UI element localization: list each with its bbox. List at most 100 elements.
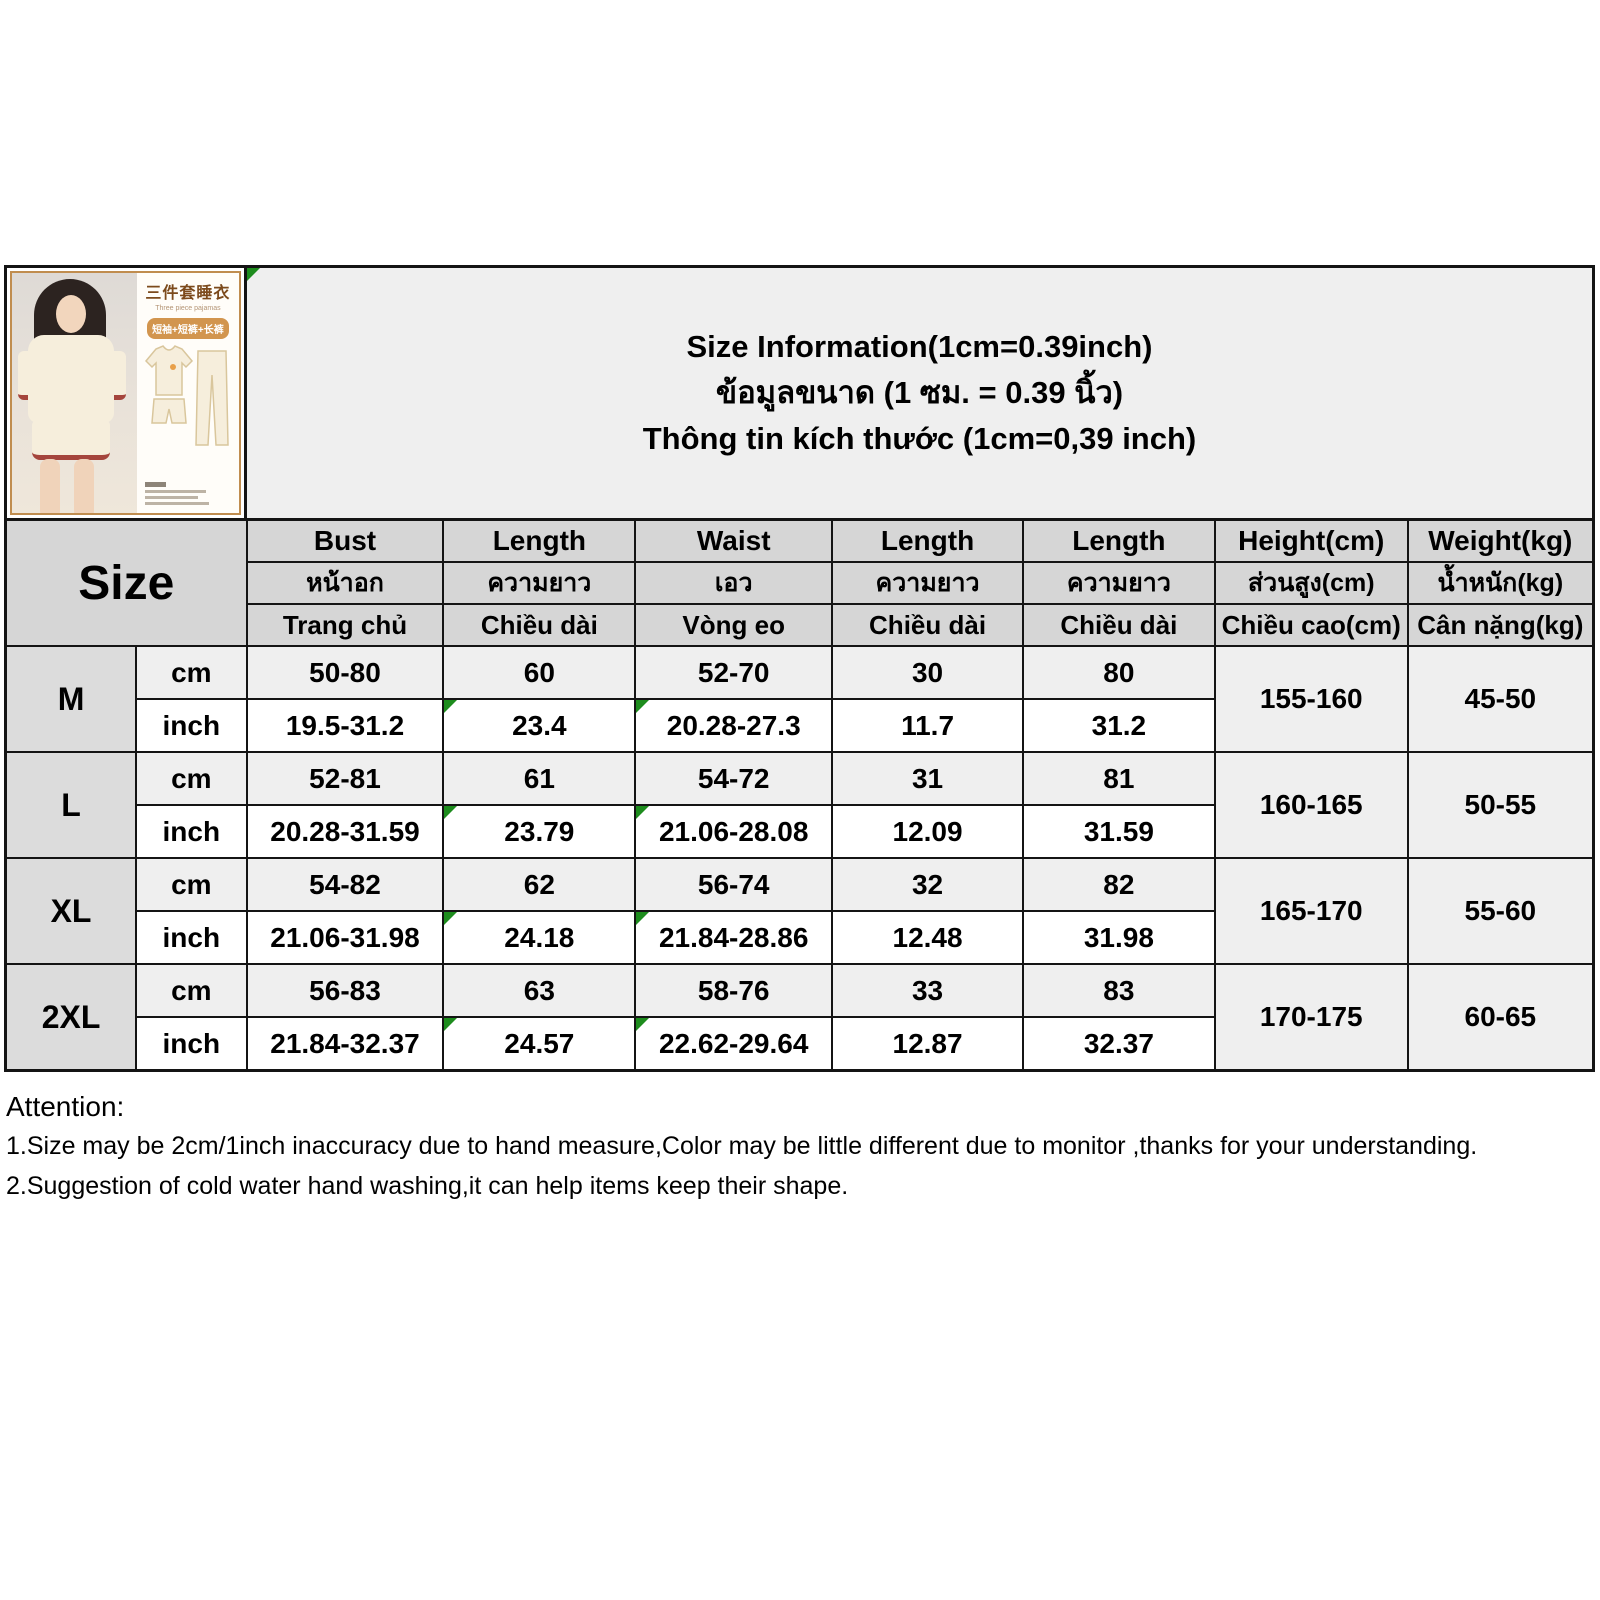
header-band: 三件套睡衣 Three piece pajamas 短袖+短裤+长裤 bbox=[4, 265, 1595, 518]
col-header-length1-th: ความยาว bbox=[442, 561, 637, 605]
attention-line-2: 2.Suggestion of cold water hand washing,… bbox=[6, 1172, 849, 1200]
table-row: inch 21.06-31.98 24.18 21.84-28.86 12.48… bbox=[6, 910, 1594, 965]
title-block: Size Information(1cm=0.39inch) ข้อมูลขนา… bbox=[247, 268, 1592, 518]
cell-value: 61 bbox=[442, 751, 637, 806]
model-leg bbox=[74, 459, 94, 513]
pajama-shorts bbox=[32, 421, 110, 460]
excel-flag-icon bbox=[637, 913, 650, 925]
cell-value: 56-74 bbox=[634, 857, 834, 912]
cell-value: 20.28-27.3 bbox=[634, 698, 834, 753]
cell-value: 31 bbox=[831, 751, 1024, 806]
cell-value: 31.59 bbox=[1021, 804, 1216, 859]
cell-value: 12.09 bbox=[831, 804, 1024, 859]
cell-value: 82 bbox=[1021, 857, 1216, 912]
cell-value: 20.28-31.59 bbox=[245, 804, 445, 859]
weight-value: 55-60 bbox=[1406, 857, 1595, 965]
col-header-length2-vi: Chiều dài bbox=[831, 603, 1024, 647]
unit-inch: inch bbox=[135, 1016, 248, 1072]
col-header-bust-vi: Trang chủ bbox=[245, 603, 445, 647]
cell-value: 23.79 bbox=[442, 804, 637, 859]
col-header-height-en: Height(cm) bbox=[1213, 518, 1409, 563]
cell-value: 30 bbox=[831, 645, 1024, 700]
col-header-bust-th: หน้าอก bbox=[245, 561, 445, 605]
size-chart-sheet: 三件套睡衣 Three piece pajamas 短袖+短裤+长裤 bbox=[4, 265, 1595, 1072]
table-row: inch 20.28-31.59 23.79 21.06-28.08 12.09… bbox=[6, 804, 1594, 859]
height-value: 170-175 bbox=[1213, 963, 1409, 1072]
cell-value: 83 bbox=[1021, 963, 1216, 1018]
excel-flag-icon bbox=[247, 268, 260, 281]
cell-value: 21.84-32.37 bbox=[245, 1016, 445, 1072]
col-header-weight-vi: Cân nặng(kg) bbox=[1406, 603, 1595, 647]
cell-value: 31.2 bbox=[1021, 698, 1216, 753]
weight-value: 60-65 bbox=[1406, 963, 1595, 1072]
height-value: 165-170 bbox=[1213, 857, 1409, 965]
size-header: Size bbox=[4, 518, 248, 647]
excel-flag-icon bbox=[445, 701, 458, 713]
weight-value: 50-55 bbox=[1406, 751, 1595, 859]
cell-value: 32 bbox=[831, 857, 1024, 912]
unit-cm: cm bbox=[135, 963, 248, 1018]
col-header-length2-th: ความยาว bbox=[831, 561, 1024, 605]
cell-value: 23.4 bbox=[442, 698, 637, 753]
pajama-top bbox=[28, 335, 114, 423]
col-header-weight-en: Weight(kg) bbox=[1406, 518, 1595, 563]
model-face bbox=[56, 295, 86, 333]
attention-line-1: 1.Size may be 2cm/1inch inaccuracy due t… bbox=[6, 1132, 1478, 1160]
attention-title: Attention: bbox=[6, 1091, 125, 1122]
cell-value: 52-70 bbox=[634, 645, 834, 700]
product-name-en: Three piece pajamas bbox=[155, 305, 221, 312]
product-name-cn: 三件套睡衣 bbox=[145, 285, 231, 302]
cell-value: 22.62-29.64 bbox=[634, 1016, 834, 1072]
weight-value: 45-50 bbox=[1406, 645, 1595, 753]
unit-inch: inch bbox=[135, 804, 248, 859]
cell-value: 24.18 bbox=[442, 910, 637, 965]
product-badge: 短袖+短裤+长裤 bbox=[147, 318, 229, 339]
unit-cm: cm bbox=[135, 645, 248, 700]
cell-value: 62 bbox=[442, 857, 637, 912]
model-leg bbox=[40, 459, 60, 513]
size-table: Size Bust Length Waist Length Length Hei… bbox=[4, 518, 1595, 1072]
unit-cm: cm bbox=[135, 857, 248, 912]
excel-flag-icon bbox=[637, 1018, 650, 1031]
cell-value: 60 bbox=[442, 645, 637, 700]
col-header-length1-vi: Chiều dài bbox=[442, 603, 637, 647]
cell-value: 52-81 bbox=[245, 751, 445, 806]
cell-value: 54-72 bbox=[634, 751, 834, 806]
pajama-set-icon bbox=[144, 345, 229, 446]
title-en: Size Information(1cm=0.39inch) bbox=[686, 329, 1153, 364]
col-header-length3-th: ความยาว bbox=[1021, 561, 1216, 605]
cell-value: 12.48 bbox=[831, 910, 1024, 965]
cell-value: 81 bbox=[1021, 751, 1216, 806]
cell-value: 21.84-28.86 bbox=[634, 910, 834, 965]
cell-value: 50-80 bbox=[245, 645, 445, 700]
cell-value: 19.5-31.2 bbox=[245, 698, 445, 753]
col-header-length1-en: Length bbox=[442, 518, 637, 563]
excel-flag-icon bbox=[637, 701, 650, 713]
table-row: M cm 50-80 60 52-70 30 80 155-160 45-50 bbox=[4, 645, 1595, 753]
cell-value: 11.7 bbox=[831, 698, 1024, 753]
product-photo: 三件套睡衣 Three piece pajamas 短袖+短裤+长裤 bbox=[10, 271, 241, 515]
table-row: 2XL cm 56-83 63 58-76 33 83 170-175 60-6… bbox=[4, 963, 1595, 1072]
cell-value: 54-82 bbox=[245, 857, 445, 912]
fine-print-lines bbox=[144, 479, 216, 505]
cell-value: 80 bbox=[1021, 645, 1216, 700]
col-header-waist-vi: Vòng eo bbox=[634, 603, 834, 647]
title-th: ข้อมูลขนาด (1 ซม. = 0.39 นิ้ว) bbox=[715, 375, 1124, 410]
cell-value: 24.57 bbox=[442, 1016, 637, 1072]
table-row: L cm 52-81 61 54-72 31 81 160-165 50-55 bbox=[4, 751, 1595, 859]
col-header-bust-en: Bust bbox=[245, 518, 445, 563]
product-photo-cell: 三件套睡衣 Three piece pajamas 短袖+短裤+长裤 bbox=[7, 268, 247, 518]
size-m: M bbox=[4, 645, 138, 753]
unit-inch: inch bbox=[135, 910, 248, 965]
cell-value: 56-83 bbox=[245, 963, 445, 1018]
product-info-panel: 三件套睡衣 Three piece pajamas 短袖+短裤+长裤 bbox=[136, 273, 239, 513]
height-value: 155-160 bbox=[1213, 645, 1409, 753]
unit-inch: inch bbox=[135, 698, 248, 753]
size-2xl: 2XL bbox=[4, 963, 138, 1072]
model-photo bbox=[12, 273, 137, 513]
excel-flag-icon bbox=[445, 807, 458, 819]
unit-cm: cm bbox=[135, 751, 248, 806]
table-row: inch 19.5-31.2 23.4 20.28-27.3 11.7 31.2 bbox=[6, 698, 1594, 753]
cell-value: 63 bbox=[442, 963, 637, 1018]
